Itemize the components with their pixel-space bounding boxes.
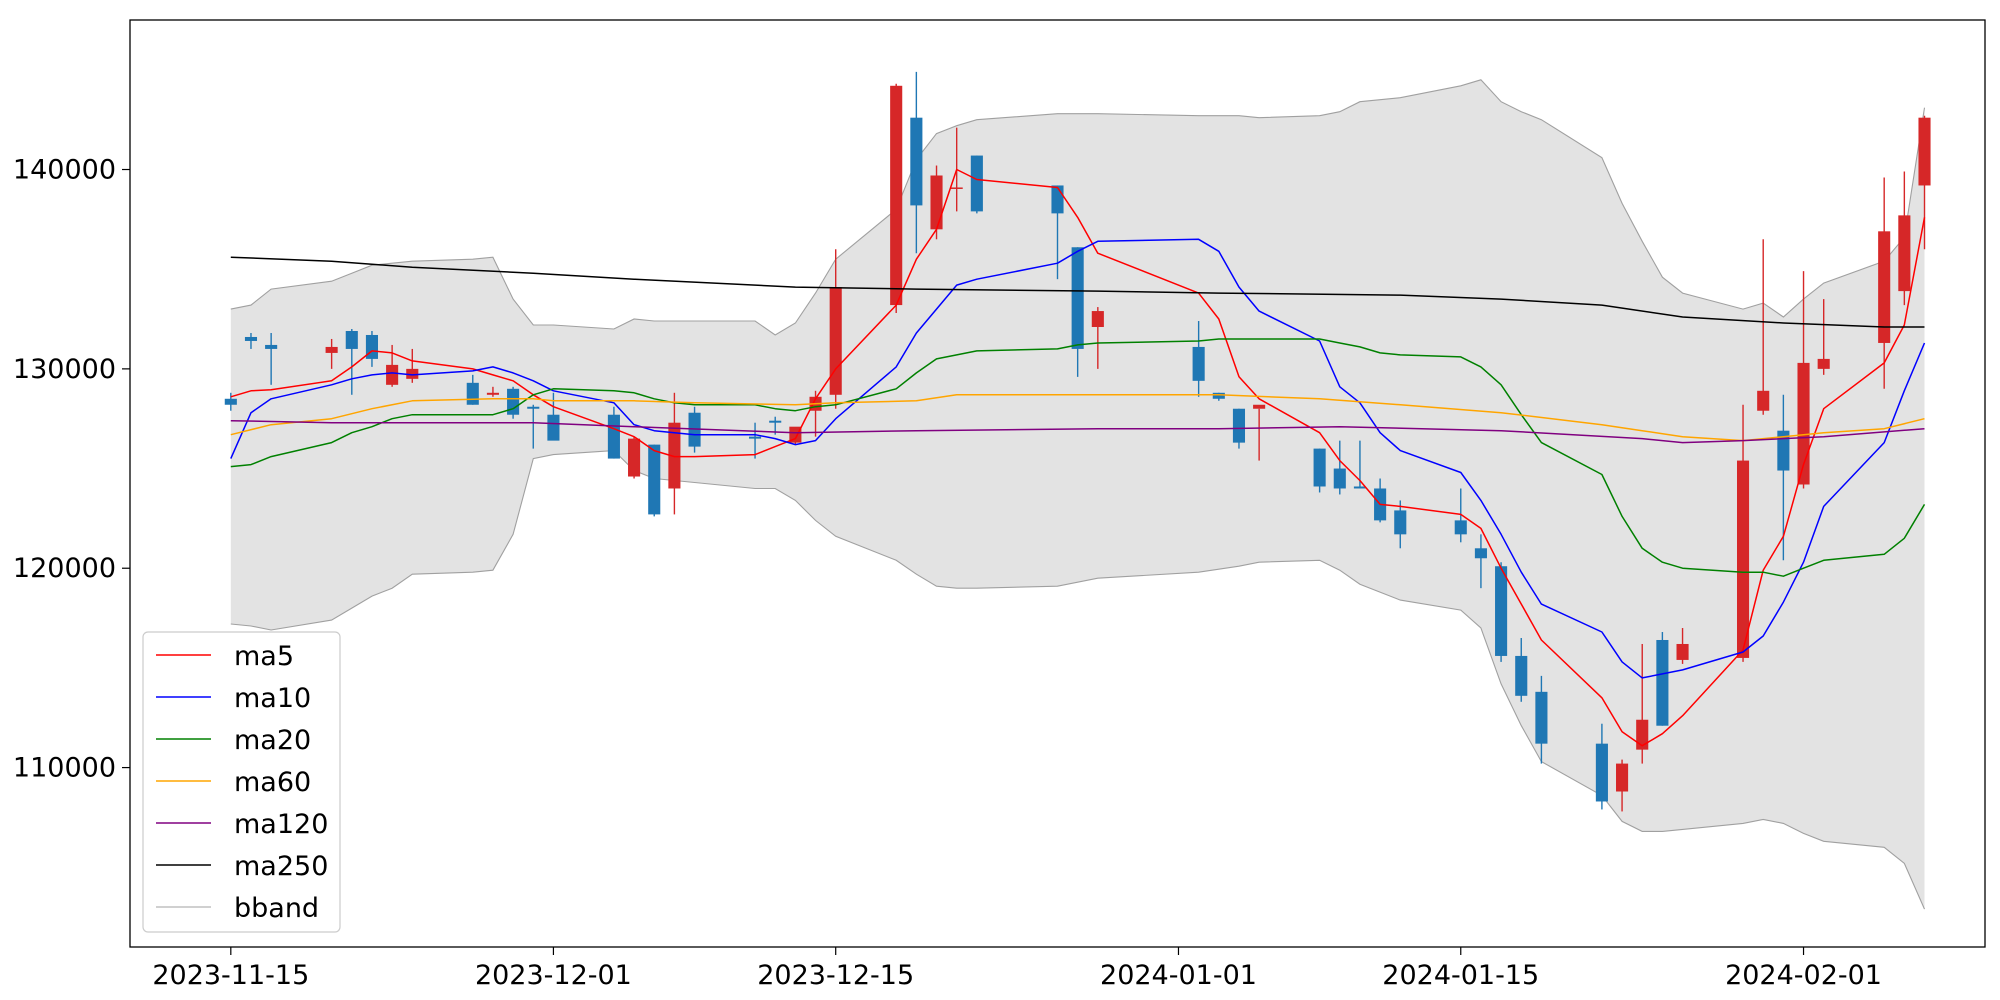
candle-body (668, 422, 681, 489)
candle-body (789, 426, 802, 443)
candle-body (527, 406, 540, 409)
x-tick-label: 2024-02-01 (1725, 960, 1882, 991)
candle-body (930, 175, 943, 230)
candle-body (1495, 566, 1508, 656)
candle-body (1676, 643, 1689, 660)
y-tick-label: 110000 (13, 753, 116, 784)
candle-body (1192, 346, 1205, 381)
legend-label-ma250: ma250 (234, 851, 328, 882)
plot-area (224, 71, 1931, 910)
candle-body (950, 187, 963, 189)
candle-body (1212, 392, 1225, 399)
candle-body (1777, 430, 1790, 471)
candle-body (1616, 763, 1629, 792)
candle-body (1051, 185, 1064, 214)
candle-body (345, 330, 358, 349)
candle-body (466, 382, 479, 405)
legend-label-ma60: ma60 (234, 767, 311, 798)
candle-body (1353, 486, 1366, 489)
y-tick-label: 120000 (13, 553, 116, 584)
candle-body (1757, 390, 1770, 411)
y-tick-label: 130000 (13, 354, 116, 385)
candle-body (244, 336, 258, 341)
candle-body (1394, 510, 1407, 535)
candle-body (1232, 408, 1246, 443)
x-tick-label: 2024-01-15 (1382, 960, 1539, 991)
candle-body (1071, 247, 1084, 349)
candle-body (365, 334, 379, 359)
candle-body (325, 346, 338, 353)
candle-body (265, 344, 278, 349)
x-tick-label: 2023-12-01 (475, 960, 632, 991)
legend-label-ma20: ma20 (234, 725, 311, 756)
candle-body (1918, 117, 1931, 186)
candle-body (1313, 448, 1326, 487)
candle-body (607, 414, 620, 459)
x-tick-label: 2024-01-01 (1100, 960, 1257, 991)
legend-label-bband: bband (234, 893, 319, 924)
axes: 110000 120000 130000 140000 2023-11-15 2023-1… (13, 155, 1882, 991)
candle-body (749, 436, 762, 439)
bband-fill (230, 79, 1925, 910)
candle-body (910, 117, 923, 206)
candle-body (1878, 231, 1891, 343)
legend-box (142, 631, 341, 933)
legend-label-ma120: ma120 (234, 809, 328, 840)
candle-body (769, 420, 782, 423)
candle-body (507, 388, 520, 415)
candle-body (224, 398, 237, 405)
candle-body (648, 444, 661, 515)
candle-body (1091, 311, 1104, 328)
bband-lower-line (230, 450, 1926, 910)
candle-body (1898, 215, 1911, 292)
ma120-line (230, 419, 1925, 444)
candle-body (1736, 460, 1750, 658)
candle-body (1636, 719, 1649, 750)
bband-upper-line (230, 79, 1926, 336)
candle-body (1595, 743, 1608, 802)
candle-body (890, 85, 903, 306)
ma10-line (230, 238, 1926, 679)
candle-body (1333, 468, 1346, 489)
candle-body (1515, 655, 1528, 696)
candle-body (970, 155, 983, 212)
candle-body (547, 414, 560, 441)
legend-label-ma5: ma5 (234, 641, 294, 672)
x-tick-label: 2023-12-15 (757, 960, 914, 991)
candle-body (1817, 358, 1830, 369)
candle-body (406, 368, 419, 379)
candle-body (1535, 691, 1548, 744)
candle-body (1253, 404, 1266, 409)
legend: ma5 ma10 ma20 ma60 ma120 ma250 bband (142, 631, 341, 933)
ma250-line (230, 256, 1925, 328)
ma20-line (230, 338, 1926, 577)
candle-body (1474, 548, 1487, 559)
candle-body (829, 287, 842, 395)
legend-label-ma10: ma10 (234, 683, 311, 714)
ma5-line (230, 168, 1926, 747)
candle-body (1656, 639, 1669, 726)
ma60-line (230, 394, 1925, 442)
candle-body (386, 364, 399, 385)
y-tick-label: 140000 (13, 155, 116, 186)
candle-body (486, 392, 499, 395)
plot-frame (129, 19, 1986, 948)
candle-body (628, 438, 641, 477)
candle-body (1454, 520, 1467, 535)
x-tick-label: 2023-11-15 (152, 960, 309, 991)
